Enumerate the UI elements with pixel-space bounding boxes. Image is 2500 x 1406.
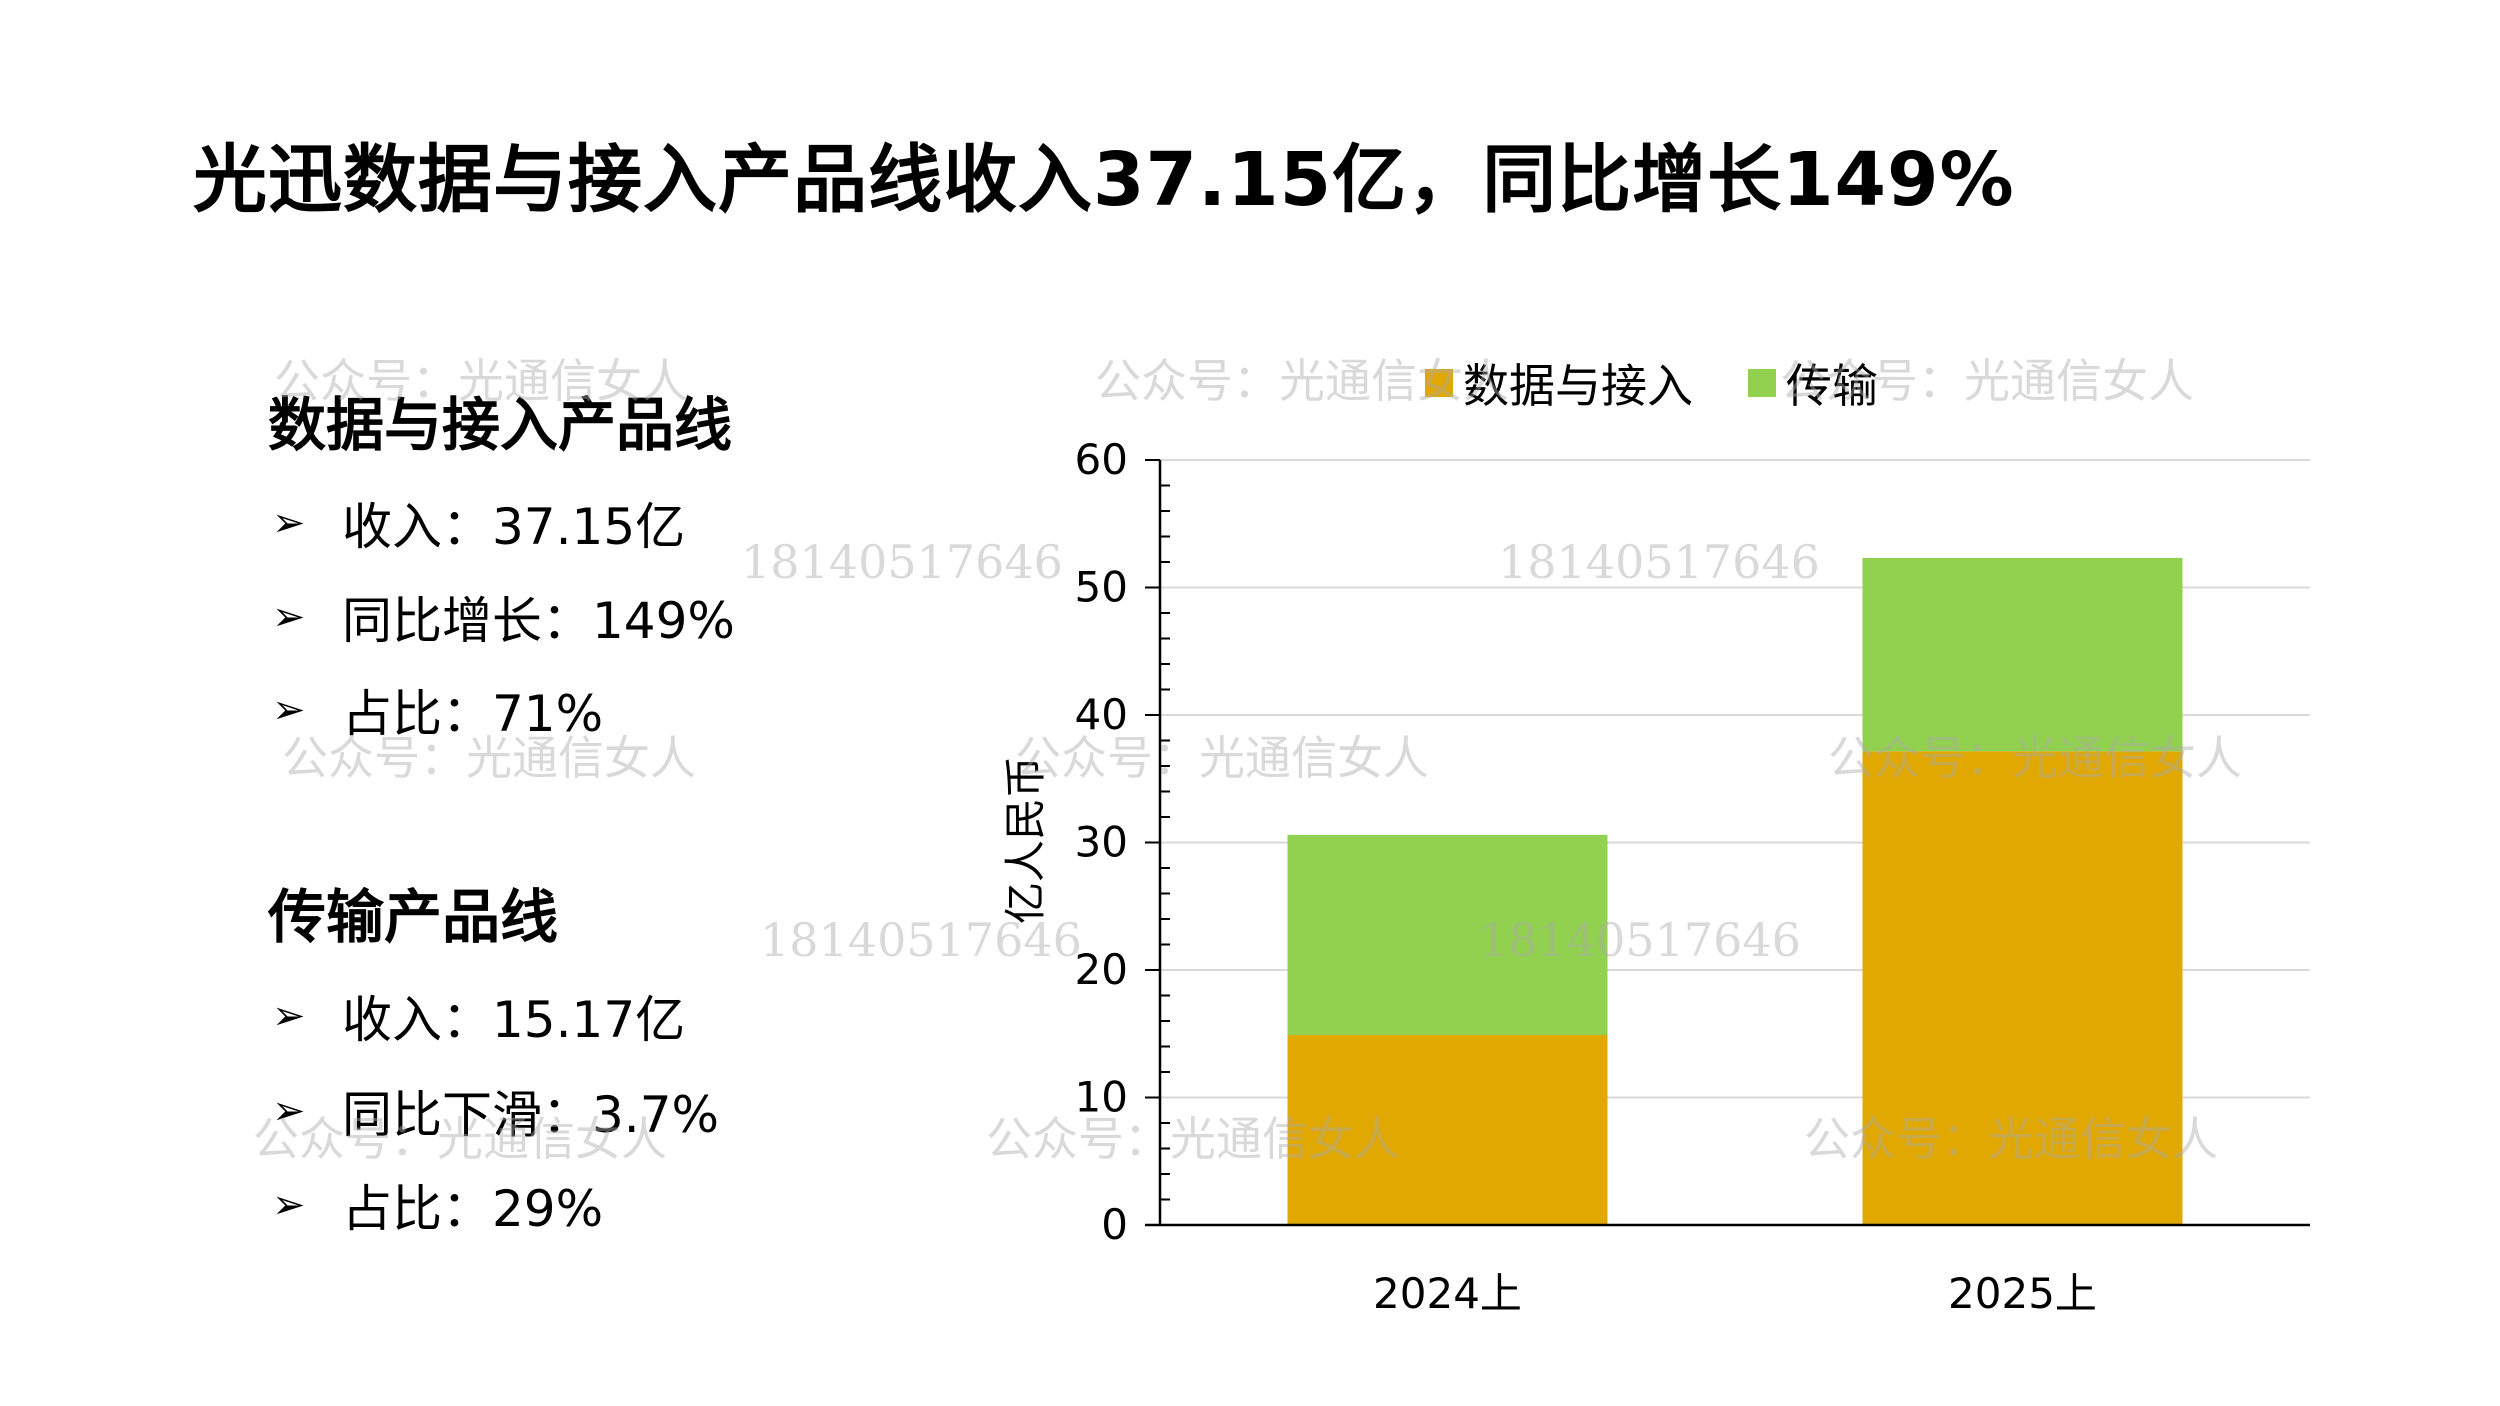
arrowhead-bullet-icon: ➢ — [272, 1088, 306, 1134]
bar-transmission — [1862, 557, 2183, 752]
arrowhead-bullet-icon: ➢ — [272, 1182, 306, 1228]
y-tick-label: 30 — [1075, 818, 1128, 867]
legend-item-data-access: 数据与接入 — [1425, 350, 1693, 416]
bar-data-access — [1287, 1035, 1608, 1225]
arrowhead-bullet-icon: ➢ — [272, 993, 306, 1039]
bullet-text: 收入：37.15亿 — [342, 498, 686, 556]
x-tick-label: 2024上 — [1373, 1269, 1522, 1318]
legend-label: 数据与接入 — [1463, 359, 1693, 413]
bullet-item: ➢ 同比下滑：3.7% — [272, 1075, 719, 1147]
y-axis-label: 亿人民币 — [1001, 756, 1050, 924]
bullet-text: 占比：71% — [342, 685, 604, 743]
section-heading-data-access: 数据与接入产品线 — [268, 391, 733, 459]
bullet-item: ➢ 占比：71% — [272, 674, 603, 746]
section-heading-transmission: 传输产品线 — [268, 883, 559, 951]
bullet-text: 同比下滑：3.7% — [342, 1086, 720, 1144]
legend-swatch — [1425, 369, 1453, 397]
y-tick-label: 50 — [1075, 563, 1128, 612]
arrowhead-bullet-icon: ➢ — [272, 594, 306, 640]
bullet-item: ➢ 同比增长：149% — [272, 581, 735, 653]
arrowhead-bullet-icon: ➢ — [272, 500, 306, 546]
legend-item-transmission: 传输 — [1748, 350, 1878, 416]
bullet-item: ➢ 收入：15.17亿 — [272, 980, 685, 1052]
bullet-item: ➢ 占比：29% — [272, 1169, 603, 1241]
bullet-text: 占比：29% — [342, 1180, 604, 1238]
bullet-text: 同比增长：149% — [342, 592, 735, 650]
arrowhead-bullet-icon: ➢ — [272, 687, 306, 733]
bar-transmission — [1287, 834, 1608, 1036]
bullet-item: ➢ 收入：37.15亿 — [272, 487, 685, 559]
bullet-text: 收入：15.17亿 — [342, 991, 686, 1049]
y-tick-label: 0 — [1101, 1200, 1128, 1249]
bar-data-access — [1862, 751, 2183, 1225]
y-tick-label: 40 — [1075, 690, 1128, 739]
page-title: 光迅数据与接入产品线收入37.15亿，同比增长149% — [193, 137, 2015, 223]
legend-label: 传输 — [1786, 359, 1878, 413]
y-tick-label: 20 — [1075, 945, 1128, 994]
x-tick-label: 2025上 — [1948, 1269, 2097, 1318]
y-tick-label: 10 — [1075, 1073, 1128, 1122]
y-tick-label: 60 — [1075, 435, 1128, 484]
legend-swatch — [1748, 369, 1776, 397]
